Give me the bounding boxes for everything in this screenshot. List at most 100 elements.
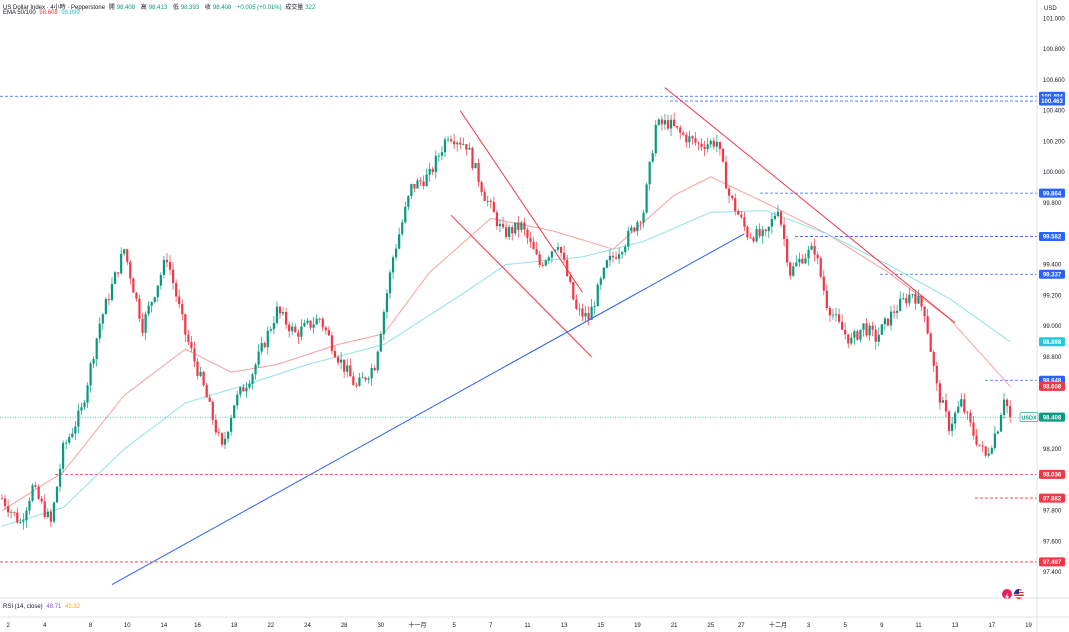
ohlc-close: 收 98.408 xyxy=(204,5,232,11)
candle-body xyxy=(31,485,34,501)
candle-body xyxy=(963,399,966,413)
candle-body xyxy=(752,237,755,242)
y-tick-label: 100.800 xyxy=(1043,47,1065,53)
candle-body xyxy=(242,387,245,392)
candle-body xyxy=(440,152,444,156)
candle-body xyxy=(511,227,514,234)
candle-body xyxy=(104,299,107,315)
candle-body xyxy=(95,338,98,360)
candle-body xyxy=(712,140,715,147)
candle-body xyxy=(269,329,272,331)
candle-body xyxy=(618,254,621,259)
candle-body xyxy=(352,376,355,386)
ema50-value: 98.608 xyxy=(39,10,58,16)
candle-body xyxy=(391,257,395,273)
candle-body xyxy=(584,312,587,317)
candle-body xyxy=(987,453,990,456)
level-badge-bg xyxy=(1039,188,1065,198)
candle-body xyxy=(349,365,352,377)
candle-body xyxy=(834,314,838,316)
trendline-1 xyxy=(459,110,583,293)
candle-body xyxy=(315,318,318,325)
level-badge: 99.864 xyxy=(1043,191,1062,197)
candle-body xyxy=(223,438,227,445)
trendline-3 xyxy=(664,87,956,324)
x-tick-label: 14 xyxy=(161,623,168,629)
y-tick-label: 98.200 xyxy=(1043,447,1062,453)
price-badge: 98.608 xyxy=(1043,385,1062,391)
candle-body xyxy=(966,412,969,414)
candle-body xyxy=(947,411,951,432)
candle-body xyxy=(975,435,978,445)
candle-body xyxy=(972,422,975,436)
candle-body xyxy=(682,132,685,135)
candle-body xyxy=(841,321,844,330)
candle-body xyxy=(28,500,31,511)
candle-body xyxy=(248,383,251,388)
candle-body xyxy=(746,226,749,238)
candle-body xyxy=(367,378,370,380)
candle-body xyxy=(709,140,712,145)
price-badge-bg xyxy=(1039,381,1065,391)
x-tick-label: 16 xyxy=(194,623,201,629)
candle-body xyxy=(673,119,676,126)
candle-body xyxy=(379,334,382,352)
candle-body xyxy=(514,222,517,234)
lightning-icon[interactable] xyxy=(1002,589,1012,601)
candle-body xyxy=(153,297,156,303)
trendline-2 xyxy=(450,214,592,358)
candle-body xyxy=(923,306,926,317)
candle-body xyxy=(71,433,74,438)
candle-body xyxy=(52,502,56,522)
symbol-label[interactable]: US Dollar Index · 4小時 · Pepperstone xyxy=(3,5,106,11)
candle-body xyxy=(336,357,340,363)
candle-body xyxy=(957,406,960,413)
ema100-value: 98.899 xyxy=(61,10,80,16)
candle-body xyxy=(58,468,62,487)
rsi-legend[interactable]: RSI (14, close) 48.71 43.32 xyxy=(3,604,82,610)
candle-body xyxy=(168,262,172,270)
price-change: +0.005 (+0.01%) xyxy=(236,5,282,11)
candle-body xyxy=(453,141,456,145)
candle-body xyxy=(361,377,364,379)
ema-legend[interactable]: EMA 50/100 98.608 98.899 xyxy=(3,10,82,16)
candle-body xyxy=(312,324,315,328)
candle-body xyxy=(233,405,236,418)
candle-body xyxy=(303,322,306,327)
candle-body xyxy=(330,335,334,351)
candle-body xyxy=(575,299,578,309)
candle-body xyxy=(236,394,239,406)
level-badge: 97.467 xyxy=(1043,560,1062,566)
candle-body xyxy=(480,182,483,193)
candle-body xyxy=(899,298,902,311)
candle-body xyxy=(135,292,138,299)
candle-body xyxy=(938,383,941,403)
candle-body xyxy=(679,127,682,133)
candle-body xyxy=(563,252,566,260)
candle-body xyxy=(184,314,187,335)
candle-body xyxy=(80,407,83,411)
candle-body xyxy=(422,181,425,187)
candle-body xyxy=(196,361,199,376)
candle-body xyxy=(859,329,862,340)
candle-body xyxy=(914,294,917,304)
candle-body xyxy=(272,323,275,330)
candle-body xyxy=(83,402,86,408)
us-flag-icon[interactable] xyxy=(1014,589,1024,599)
candle-body xyxy=(355,385,358,386)
candle-body xyxy=(697,142,700,144)
y-tick-label: 100.400 xyxy=(1043,109,1065,115)
candle-body xyxy=(608,255,612,261)
candle-body xyxy=(999,414,1003,432)
candle-body xyxy=(425,174,428,187)
candle-body xyxy=(786,238,789,263)
candle-body xyxy=(489,200,492,202)
candle-body xyxy=(257,351,260,365)
candle-body xyxy=(178,296,181,305)
candle-body xyxy=(98,323,101,339)
candle-body xyxy=(807,249,810,259)
candle-body xyxy=(905,298,908,304)
candle-body xyxy=(645,184,648,213)
candle-body xyxy=(126,249,129,263)
